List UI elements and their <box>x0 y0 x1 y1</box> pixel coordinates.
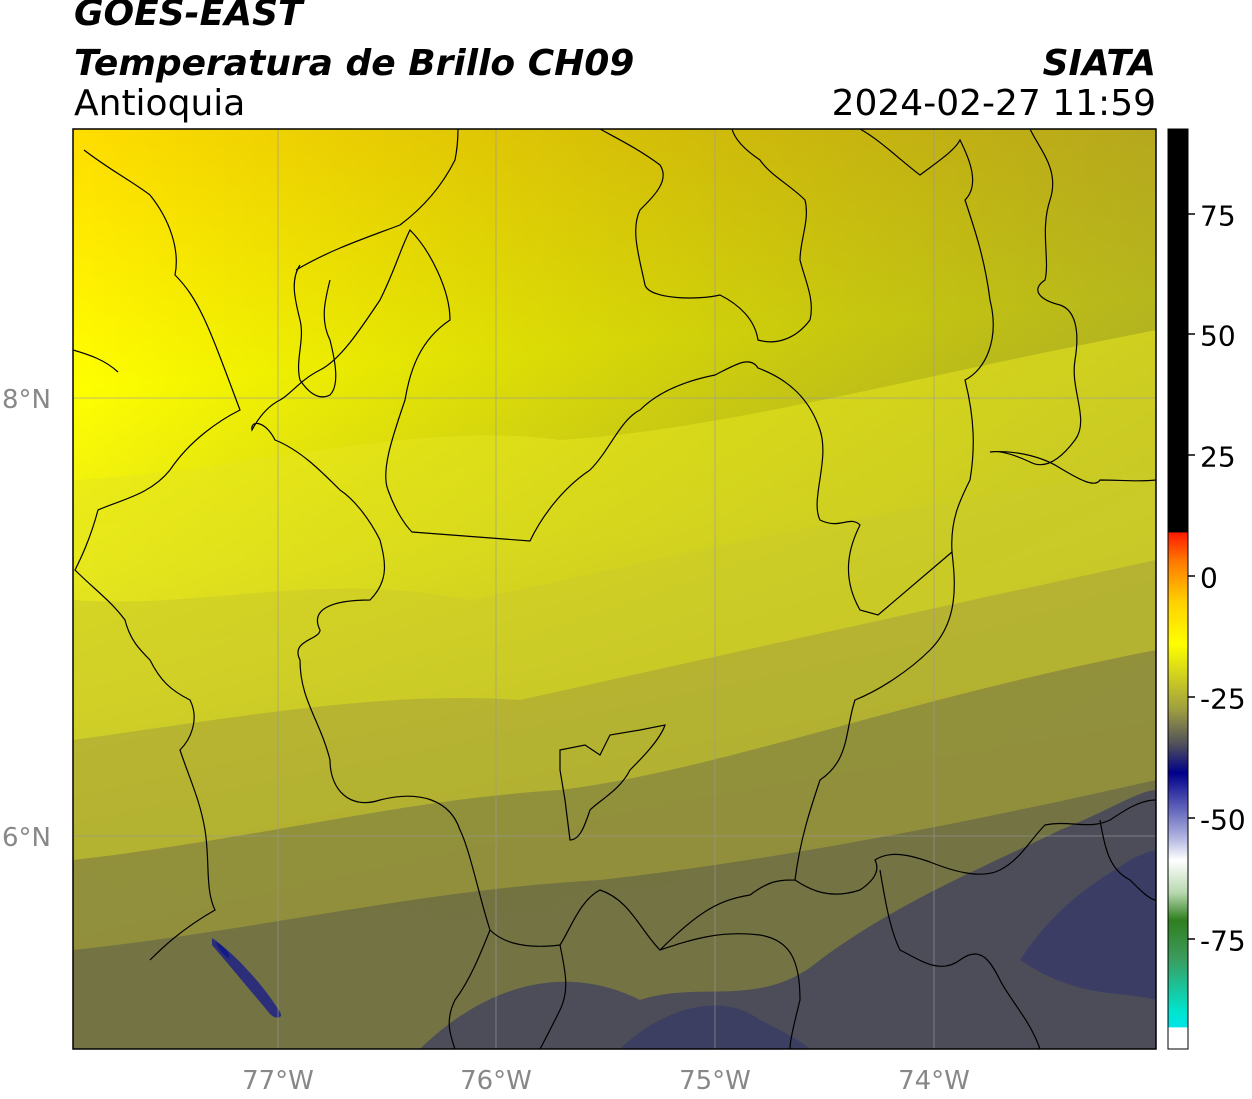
product-title: Temperatura de Brillo CH09 <box>74 43 635 84</box>
lon-label-77w: 77°W <box>242 1066 314 1096</box>
satellite-title: GOES-EAST <box>74 0 303 34</box>
colorbar-tick-neg25: -25 <box>1200 682 1246 716</box>
colorbar <box>1167 128 1195 1050</box>
lon-label-76w: 76°W <box>460 1066 532 1096</box>
organization-label: SIATA <box>1042 43 1156 84</box>
colorbar-tick-25: 25 <box>1200 440 1236 474</box>
lat-label-6n: 6°N <box>2 823 51 853</box>
colorbar-tick-50: 50 <box>1200 319 1236 353</box>
colorbar-tick-neg75: -75 <box>1200 924 1246 958</box>
colorbar-tick-0: 0 <box>1200 561 1218 595</box>
colorbar-tick-neg50: -50 <box>1200 803 1246 837</box>
temperature-field <box>73 129 1156 1049</box>
colorbar-gradient <box>1167 128 1189 1050</box>
lon-label-74w: 74°W <box>898 1066 970 1096</box>
administrative-borders <box>73 129 1156 1049</box>
lat-label-8n: 8°N <box>2 385 51 415</box>
graticule <box>73 129 1156 1049</box>
datetime-label: 2024-02-27 11:59 <box>831 83 1156 124</box>
region-subtitle: Antioquia <box>74 83 246 124</box>
lon-label-75w: 75°W <box>679 1066 751 1096</box>
map-frame <box>72 128 1157 1050</box>
colorbar-tick-75: 75 <box>1200 199 1236 233</box>
